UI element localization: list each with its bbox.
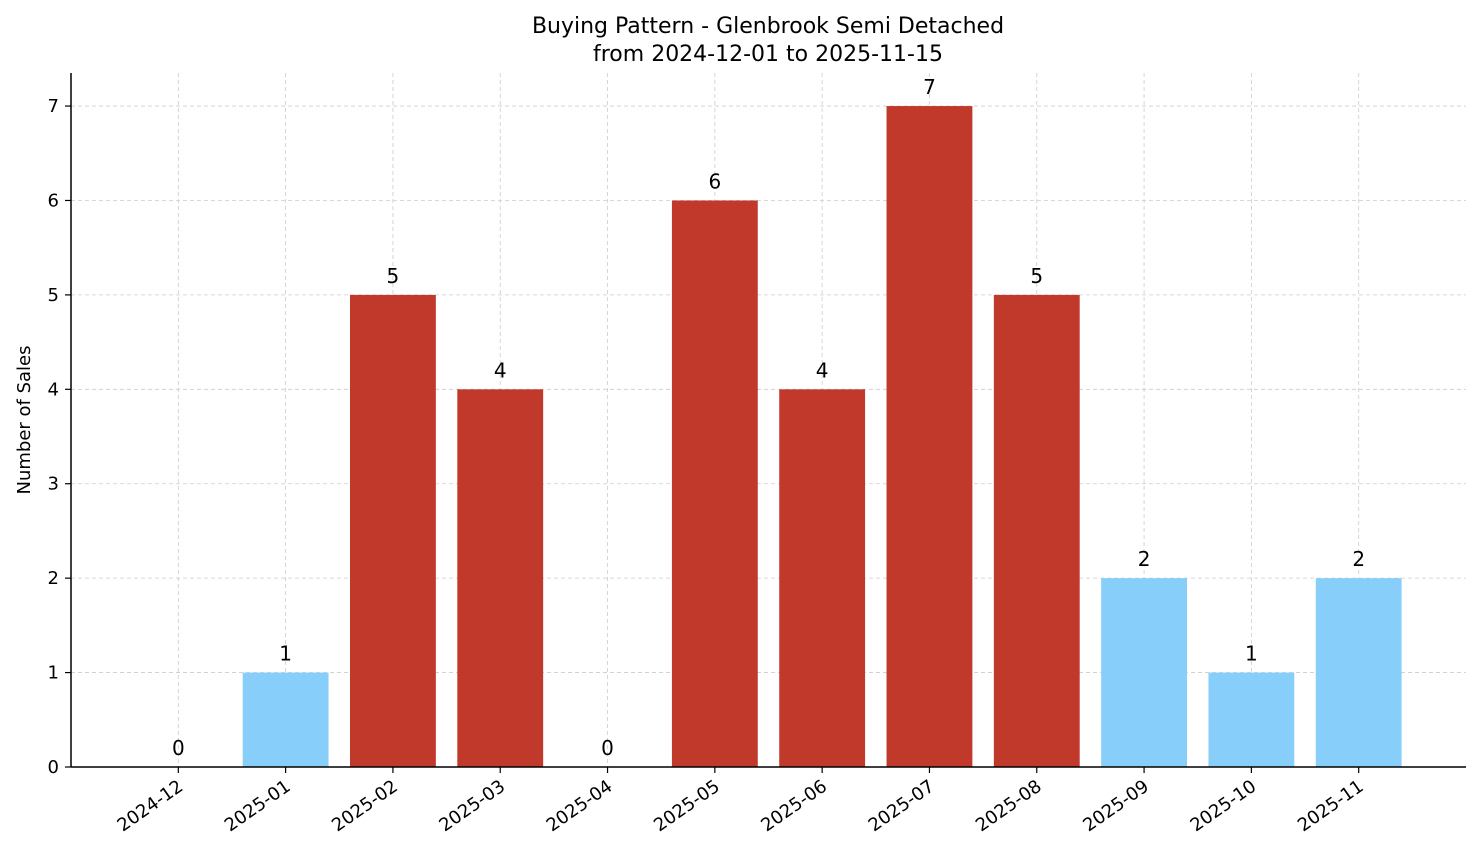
data-label: 1 bbox=[279, 642, 292, 666]
data-label: 2 bbox=[1352, 547, 1365, 571]
bar-2025-05 bbox=[671, 200, 758, 768]
bar-2025-09 bbox=[1101, 578, 1187, 767]
y-tick-label: 4 bbox=[48, 379, 59, 400]
bar-2025-02 bbox=[350, 294, 436, 767]
data-labels: 0 1 5 4 0 6 4 7 5 2 1 2 bbox=[172, 75, 1365, 760]
y-tick-label: 1 bbox=[48, 663, 59, 684]
data-label: 4 bbox=[494, 358, 507, 382]
chart-title: Buying Pattern - Glenbrook Semi Detached bbox=[532, 14, 1004, 39]
x-tick-label: 2025-10 bbox=[1187, 776, 1261, 836]
x-tick-label: 2024-12 bbox=[114, 776, 188, 836]
y-tick-label: 0 bbox=[48, 757, 59, 778]
bar-2025-01 bbox=[242, 672, 329, 767]
data-label: 1 bbox=[1245, 642, 1258, 666]
y-tick-label: 2 bbox=[48, 568, 59, 589]
bar-2025-10 bbox=[1208, 672, 1295, 767]
bar-2025-06 bbox=[779, 389, 866, 767]
y-tick-label: 5 bbox=[48, 285, 59, 306]
x-tick-label: 2025-02 bbox=[328, 776, 402, 836]
x-tick-label: 2025-06 bbox=[757, 776, 831, 836]
y-tick-label: 7 bbox=[48, 96, 59, 117]
data-label: 4 bbox=[816, 358, 829, 382]
data-label: 7 bbox=[923, 75, 936, 99]
data-label: 6 bbox=[708, 169, 721, 193]
data-label: 2 bbox=[1138, 547, 1151, 571]
x-tick-label: 2025-04 bbox=[543, 776, 617, 836]
bar-2025-03 bbox=[457, 389, 544, 767]
x-tick-label: 2025-01 bbox=[221, 776, 295, 836]
y-axis-label: Number of Sales bbox=[14, 345, 35, 494]
data-label: 5 bbox=[387, 264, 400, 288]
bar-2025-07 bbox=[886, 106, 973, 768]
data-label: 0 bbox=[601, 736, 614, 760]
y-tick-label: 3 bbox=[48, 474, 59, 495]
y-tick-label: 6 bbox=[48, 190, 59, 211]
x-tick-label: 2025-09 bbox=[1079, 776, 1153, 836]
x-tick-label: 2025-05 bbox=[650, 776, 724, 836]
bars bbox=[242, 106, 1402, 768]
bar-2025-08 bbox=[993, 294, 1080, 767]
x-tick-label: 2025-07 bbox=[865, 776, 939, 836]
x-tick-label: 2025-08 bbox=[972, 776, 1046, 836]
x-tick-label: 2025-03 bbox=[435, 776, 509, 836]
x-tick-label: 2025-11 bbox=[1294, 776, 1368, 836]
data-label: 5 bbox=[1030, 264, 1043, 288]
data-label: 0 bbox=[172, 736, 185, 760]
bar-2025-11 bbox=[1315, 578, 1402, 767]
chart-subtitle: from 2024-12-01 to 2025-11-15 bbox=[593, 42, 943, 67]
